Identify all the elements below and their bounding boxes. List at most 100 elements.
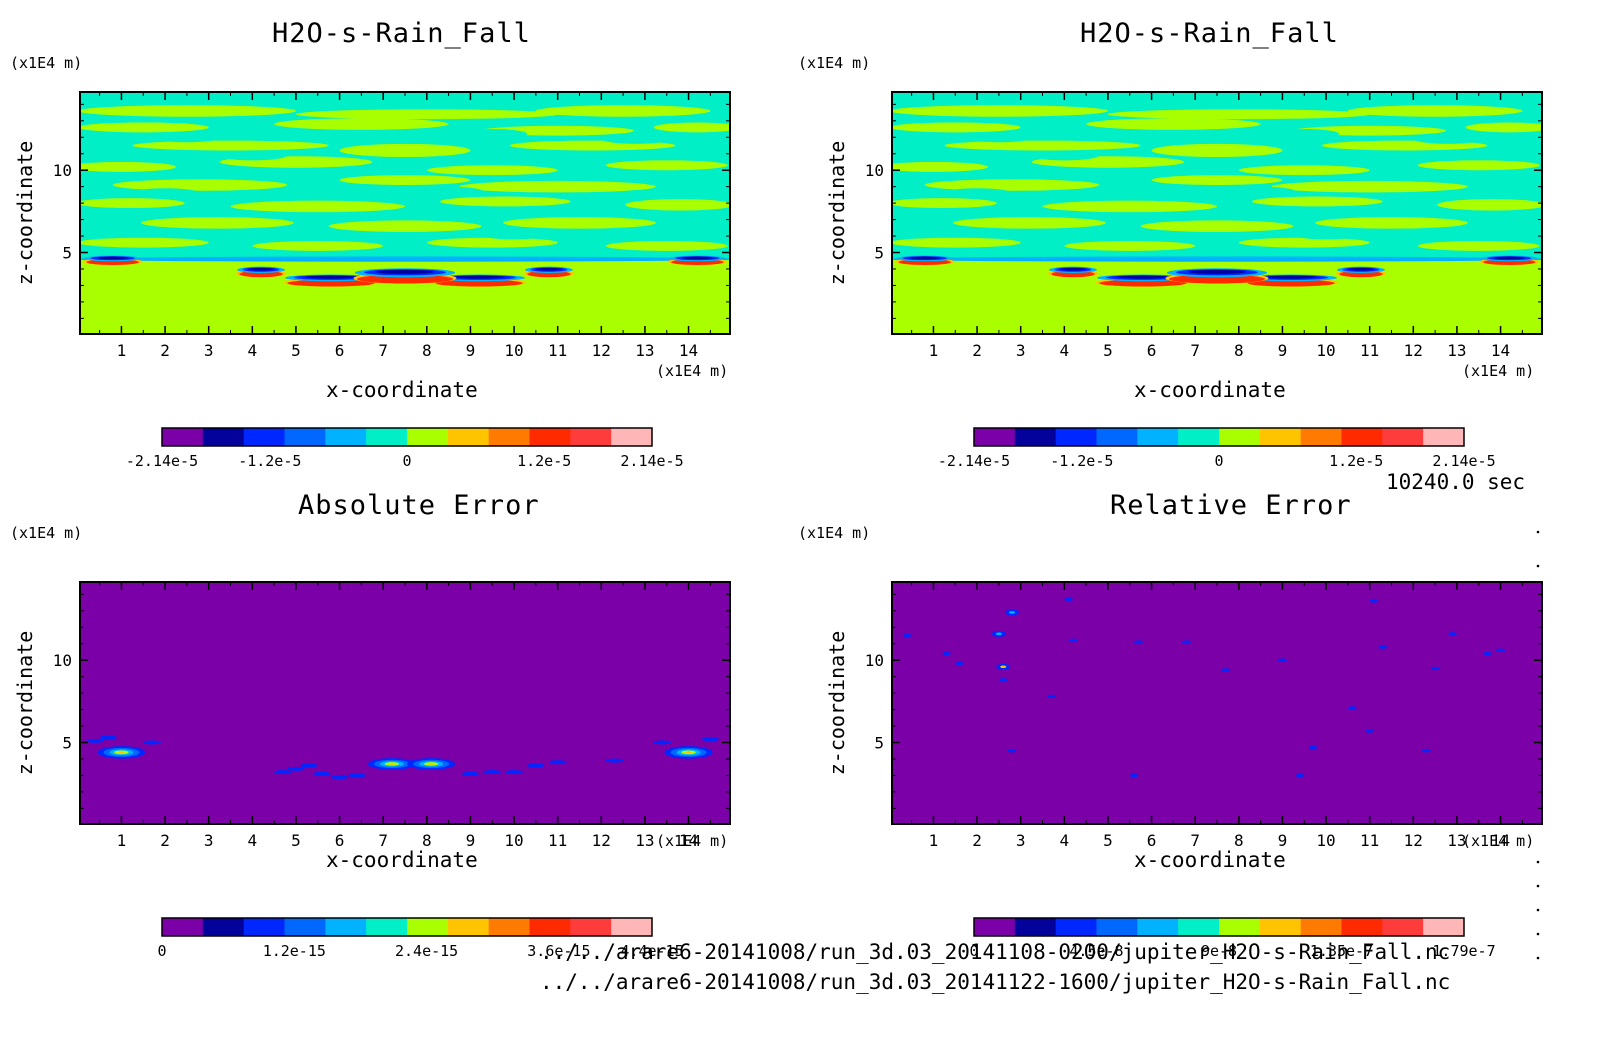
x-tick-label: 2 [972, 831, 982, 850]
colorbar-label: -2.14e-5 [126, 452, 198, 470]
colorbar-segment [529, 428, 571, 446]
field-band [1417, 240, 1540, 251]
colorbar-label: 3.6e-15 [527, 942, 590, 960]
colorbar-segment [243, 918, 285, 936]
field-spot [413, 186, 484, 197]
field-band [1151, 175, 1283, 186]
rain-feature-darkblue [1493, 256, 1525, 260]
colorbar-segment [1341, 428, 1383, 446]
field-band [252, 240, 384, 251]
x-tick-label: 1 [929, 341, 939, 360]
colorbar-segment [1055, 918, 1097, 936]
x-tick-label: 5 [1103, 831, 1113, 850]
margin-dot [1536, 530, 1540, 534]
plot-1-field [80, 92, 730, 334]
abs-speck [527, 763, 545, 768]
margin-dot [1536, 884, 1540, 888]
field-spot [1269, 129, 1340, 139]
colorbar-segment [366, 918, 408, 936]
colorbar-segment [974, 918, 1016, 936]
abs-speck [143, 740, 161, 745]
x-tick-label: 10 [1316, 831, 1335, 850]
abs-background [80, 582, 730, 824]
x-tick-label: 1 [117, 831, 127, 850]
colorbar-segment [325, 428, 367, 446]
x-tick-label: 5 [291, 831, 301, 850]
rel-dot [1483, 651, 1492, 656]
x-tick-label: 4 [1059, 831, 1069, 850]
colorbar-segment [488, 428, 530, 446]
colorbar-segment [1014, 918, 1057, 936]
rain-feature-darkblue [909, 256, 941, 260]
x-tick-label: 13 [1447, 341, 1466, 360]
y-tick-label: 10 [53, 651, 72, 670]
x-tick-label: 7 [1190, 831, 1200, 850]
panel-1-title: H2O-s-Rain_Fall [272, 18, 531, 49]
field-band [80, 198, 185, 209]
field-band [892, 161, 988, 172]
field-spot [1422, 189, 1492, 200]
field-band [1238, 237, 1370, 248]
file-path-2: ../../arare6-20141008/run_3d.03_20141122… [540, 970, 1451, 994]
abs-speck [99, 735, 118, 740]
rel-dot [942, 651, 951, 656]
colorbar-segment [1137, 428, 1179, 446]
abs-blob-yellow [389, 763, 395, 765]
x-tick-label: 9 [1278, 341, 1288, 360]
colorbar-segment [1219, 918, 1261, 936]
rain-feature-red [1169, 274, 1265, 284]
rel-dot [1129, 773, 1139, 778]
colorbar-segment [407, 428, 449, 446]
colorbar-segment [1382, 918, 1424, 936]
field-band [1064, 240, 1196, 251]
colorbar-label: 4.5e-8 [1069, 942, 1123, 960]
y-tick-label: 5 [874, 244, 884, 263]
abs-speck [86, 738, 104, 743]
abs-blob-yellow [118, 751, 125, 754]
colorbar-segment [974, 428, 1016, 446]
field-band [1086, 118, 1261, 130]
x-tick-label: 11 [1360, 341, 1379, 360]
field-band [892, 237, 1021, 248]
colorbar-label: 2.4e-15 [395, 942, 458, 960]
colorbar-label: 1.79e-7 [1432, 942, 1495, 960]
colorbar-segment [1423, 428, 1465, 446]
field-band [1042, 200, 1217, 213]
abs-speck [483, 770, 501, 775]
field-spot [479, 229, 549, 240]
rel-dot [1430, 666, 1440, 671]
abs-speck [701, 737, 720, 742]
colorbar-segment [284, 918, 326, 936]
colorbar-label: 4.4e-15 [620, 942, 683, 960]
rain-feature-darkblue [535, 267, 563, 271]
rel-dot [1347, 706, 1357, 710]
panel-3-title: Absolute Error [298, 490, 540, 521]
field-spot [151, 132, 222, 143]
rain-feature-darkblue [247, 267, 275, 271]
rain-feature-darkblue [681, 256, 713, 260]
x-tick-label: 3 [1016, 341, 1026, 360]
colorbar-frame [161, 917, 653, 937]
field-band [892, 105, 1108, 117]
abs-speck [548, 760, 567, 765]
field-band [112, 179, 288, 191]
rain-feature-darkblue [1347, 267, 1375, 271]
x-tick-label: 2 [160, 341, 170, 360]
field-band [230, 200, 405, 213]
x-tick-label: 14 [679, 341, 698, 360]
colorbar-label: 1.2e-5 [517, 452, 571, 470]
field-spot [261, 227, 331, 238]
x-tick-label: 10 [504, 341, 523, 360]
colorbar-segment [1341, 918, 1383, 936]
field-band [80, 105, 296, 117]
rain-feature-darkblue [1188, 269, 1246, 274]
x-tick-label: 3 [204, 341, 214, 360]
rain-feature-darkblue [452, 275, 506, 279]
field-band [1140, 220, 1294, 232]
rel-dot [998, 678, 1008, 682]
colorbar-segment [1137, 918, 1179, 936]
colorbar-segment [1178, 428, 1220, 446]
x-tick-label: 4 [1059, 341, 1069, 360]
